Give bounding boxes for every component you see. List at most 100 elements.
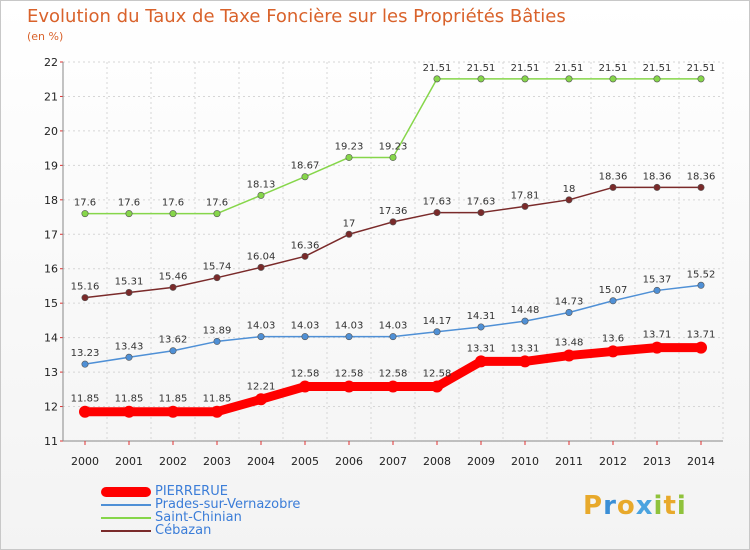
- data-point: [433, 328, 441, 336]
- y-tick-label: 20: [44, 125, 58, 138]
- data-point: [81, 294, 89, 302]
- data-label: 18.36: [599, 171, 628, 182]
- data-point: [519, 355, 531, 368]
- legend-label: Saint-Chinian: [155, 510, 242, 525]
- data-label: 18: [563, 184, 576, 195]
- data-label: 14.03: [379, 321, 408, 332]
- data-point: [257, 263, 265, 271]
- x-tick-label: 2004: [247, 455, 275, 468]
- data-label: 21.51: [687, 63, 716, 74]
- data-label: 13.31: [467, 343, 496, 354]
- data-point: [565, 196, 573, 204]
- data-label: 13.89: [203, 325, 232, 336]
- logo-letter: i: [653, 491, 664, 521]
- legend-swatch: [101, 504, 151, 506]
- data-point: [343, 380, 355, 393]
- logo-letter: x: [635, 491, 654, 521]
- legend-label: Cébazan: [155, 523, 212, 538]
- data-label: 14.48: [511, 305, 540, 316]
- chart-title: Evolution du Taux de Taxe Foncière sur l…: [27, 6, 566, 27]
- data-label: 17.6: [118, 198, 140, 209]
- legend-label: Prades-sur-Vernazobre: [155, 497, 301, 512]
- data-point: [651, 341, 663, 354]
- data-point: [169, 283, 177, 291]
- data-label: 14.17: [423, 316, 452, 327]
- legend-swatch: [101, 530, 151, 532]
- data-label: 13.48: [555, 338, 584, 349]
- x-tick-label: 2012: [599, 455, 627, 468]
- data-label: 17: [343, 218, 356, 229]
- data-label: 18.36: [687, 171, 716, 182]
- data-label: 21.51: [467, 63, 496, 74]
- y-tick-label: 21: [44, 90, 58, 103]
- x-tick-label: 2001: [115, 455, 143, 468]
- x-tick-label: 2011: [555, 455, 583, 468]
- data-point: [609, 297, 617, 305]
- data-point: [565, 308, 573, 316]
- data-label: 11.85: [115, 394, 144, 405]
- data-label: 18.36: [643, 171, 672, 182]
- y-tick-label: 12: [44, 401, 58, 414]
- data-point: [477, 323, 485, 331]
- data-label: 17.6: [162, 198, 184, 209]
- data-point: [79, 405, 91, 418]
- data-point: [301, 252, 309, 260]
- data-point: [125, 210, 133, 218]
- legend: PIERRERUE Prades-sur-Vernazobre Saint-Ch…: [101, 484, 361, 538]
- data-label: 16.04: [247, 251, 276, 262]
- data-label: 17.63: [423, 197, 452, 208]
- legend-label: PIERRERUE: [155, 484, 228, 499]
- data-point: [563, 349, 575, 362]
- data-label: 19.23: [379, 141, 408, 152]
- data-point: [697, 75, 705, 83]
- data-label: 12.58: [379, 369, 408, 380]
- logo-letter: P: [583, 491, 604, 521]
- x-tick-label: 2002: [159, 455, 187, 468]
- data-point: [345, 333, 353, 341]
- data-label: 14.03: [247, 321, 276, 332]
- data-label: 13.31: [511, 343, 540, 354]
- data-point: [389, 218, 397, 226]
- logo-letter: t: [663, 491, 677, 521]
- legend-item[interactable]: Prades-sur-Vernazobre: [101, 497, 361, 512]
- x-tick-label: 2010: [511, 455, 539, 468]
- x-tick-label: 2006: [335, 455, 363, 468]
- data-label: 18.67: [291, 161, 320, 172]
- data-point: [211, 405, 223, 418]
- data-label: 13.43: [115, 341, 144, 352]
- data-point: [299, 380, 311, 393]
- data-point: [475, 355, 487, 368]
- data-point: [431, 380, 443, 393]
- data-point: [123, 405, 135, 418]
- data-label: 21.51: [423, 63, 452, 74]
- data-point: [653, 286, 661, 294]
- data-point: [433, 75, 441, 83]
- data-label: 14.03: [335, 321, 364, 332]
- x-tick-label: 2014: [687, 455, 715, 468]
- data-point: [255, 393, 267, 406]
- data-point: [389, 153, 397, 161]
- data-point: [521, 317, 529, 325]
- data-label: 11.85: [203, 394, 232, 405]
- data-label: 15.74: [203, 262, 232, 273]
- y-tick-label: 16: [44, 263, 58, 276]
- x-tick-label: 2000: [71, 455, 99, 468]
- x-tick-label: 2009: [467, 455, 495, 468]
- legend-item[interactable]: PIERRERUE: [101, 484, 361, 499]
- data-label: 13.71: [643, 330, 672, 341]
- data-label: 17.6: [74, 198, 96, 209]
- data-label: 13.71: [687, 330, 716, 341]
- data-point: [169, 210, 177, 218]
- data-label: 11.85: [71, 394, 100, 405]
- data-labels: 13.23 13.43 13.62 13.89 14.03 14.03 14.03 14.03…: [71, 63, 716, 405]
- legend-item[interactable]: Cébazan: [101, 523, 361, 538]
- data-point: [697, 281, 705, 289]
- data-point: [433, 209, 441, 217]
- y-tick-label: 15: [44, 297, 58, 310]
- data-point: [345, 230, 353, 238]
- data-point: [521, 202, 529, 210]
- data-label: 21.51: [511, 63, 540, 74]
- legend-item[interactable]: Saint-Chinian: [101, 510, 361, 525]
